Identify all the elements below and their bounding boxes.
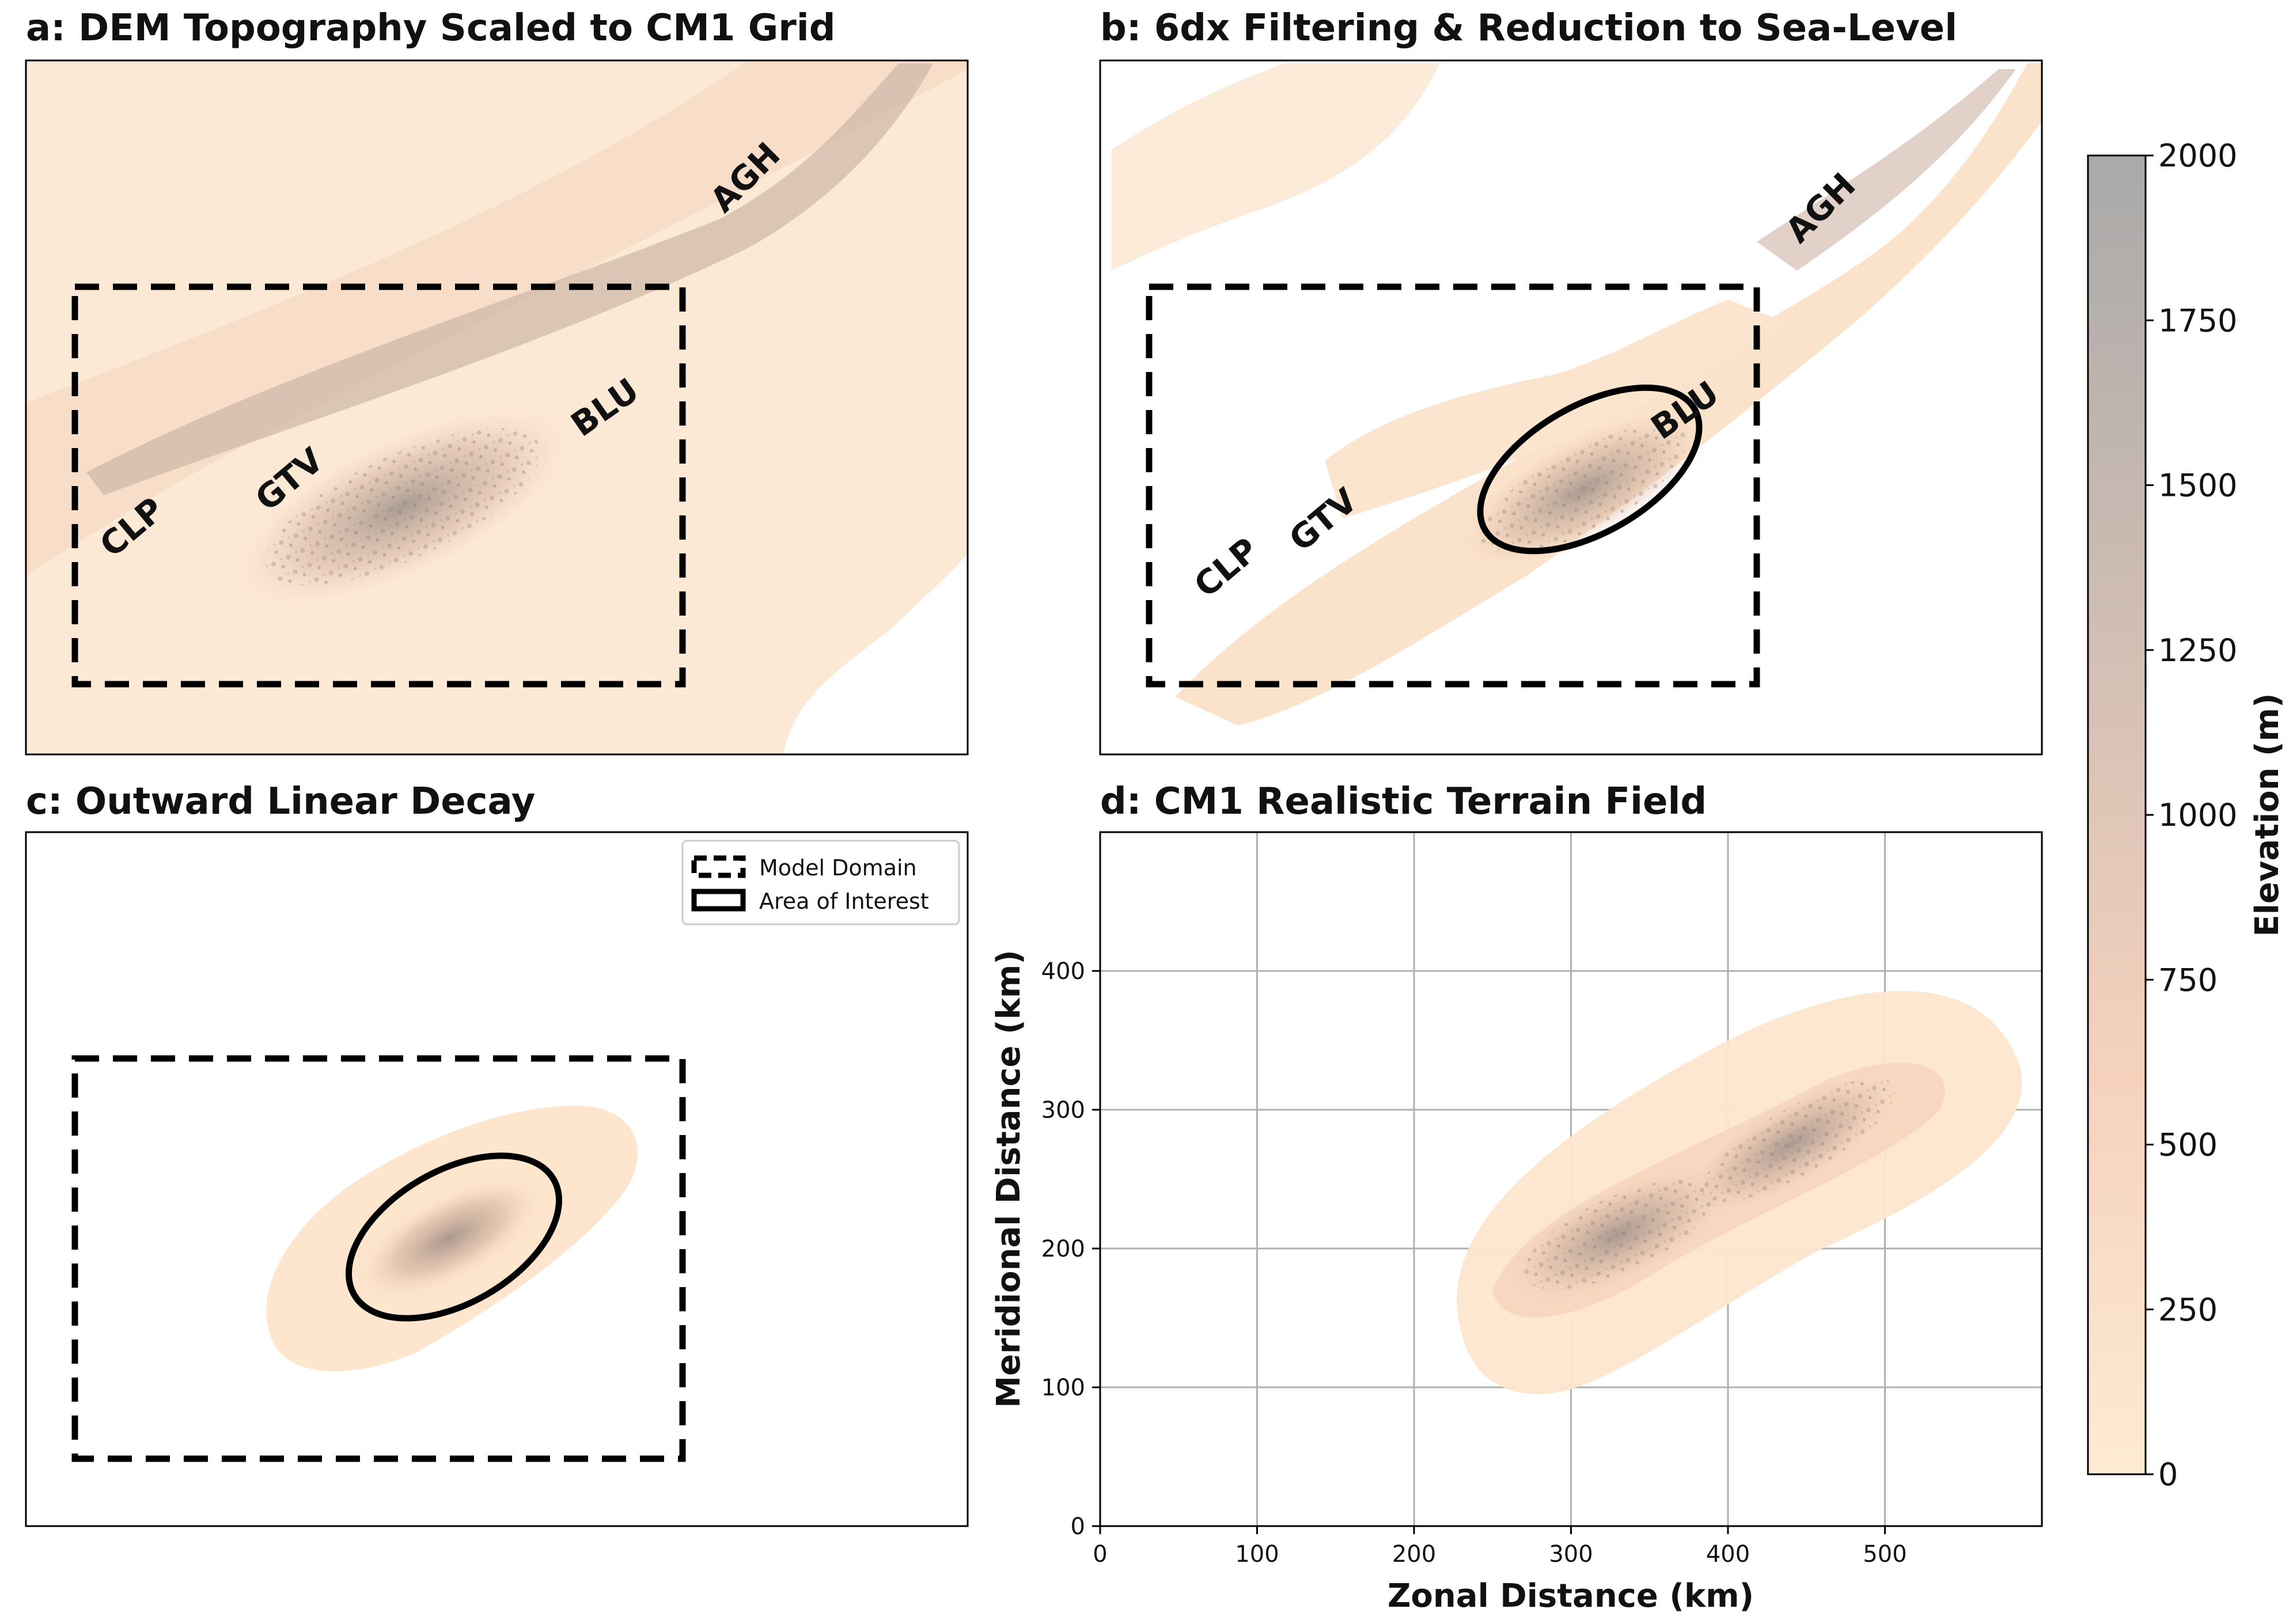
- panel-a-title: a: DEM Topography Scaled to CM1 Grid: [26, 7, 836, 50]
- panel-a-model-domain: [71, 283, 686, 688]
- colorbar-tick-label-750: 750: [2158, 962, 2218, 998]
- colorbar: 0 250 500 750 1000 1250 1500 1750 2000 Elevation…: [2087, 138, 2286, 1493]
- y-tick-label-0: 0: [1071, 1513, 1085, 1540]
- colorbar-tick-label-1000: 1000: [2158, 797, 2237, 833]
- panel-a: AGH BLU GTV CLP: [25, 59, 969, 756]
- colorbar-tick-label-2000: 2000: [2158, 138, 2237, 174]
- panel-b-terrain-mid: [1325, 299, 1786, 518]
- panel-d-ylabel: Meridional Distance (km): [990, 950, 1028, 1408]
- panel-c-area-of-interest: [346, 1152, 562, 1322]
- panel-d-title: d: CM1 Realistic Terrain Field: [1100, 780, 1707, 823]
- panel-d-y-ticks: 0 100 200 300 400: [1041, 958, 1100, 1540]
- y-tick-label-200: 200: [1041, 1236, 1085, 1262]
- y-tick-label-300: 300: [1041, 1097, 1085, 1124]
- panel-b-appalachian-ridge: [1757, 69, 2016, 271]
- colorbar-tick-label-500: 500: [2158, 1127, 2218, 1163]
- colorbar-ticks: 0 250 500 750 1000 1250 1500 1750 2000: [2146, 138, 2237, 1493]
- panel-b-filtered-terrain: [1175, 63, 2042, 726]
- colorbar-gradient: [2087, 154, 2147, 1475]
- panel-d: 0 100 200 300 400 500 0 100 200 300 400 Zonal Dis…: [990, 831, 2043, 1615]
- panel-b-frame: [1099, 59, 2043, 756]
- x-tick-label-300: 300: [1549, 1541, 1593, 1568]
- panel-b-terrain-west: [1112, 63, 1440, 271]
- colorbar-label: Elevation (m): [2249, 693, 2286, 936]
- x-tick-label-400: 400: [1706, 1541, 1750, 1568]
- x-tick-label-500: 500: [1863, 1541, 1907, 1568]
- terrain-rough-texture-east: [1701, 1078, 1896, 1202]
- panel-b-area-of-interest: [1477, 384, 1703, 555]
- panel-c-legend: Model Domain Area of Interest: [681, 840, 960, 925]
- panel-a-frame: [25, 59, 969, 756]
- colorbar-tick-label-0: 0: [2158, 1456, 2178, 1493]
- y-tick-label-400: 400: [1041, 958, 1085, 985]
- legend-model-domain-swatch: [691, 855, 746, 878]
- x-tick-label-0: 0: [1093, 1541, 1107, 1568]
- panel-a-ridge-belt: [86, 63, 933, 495]
- legend-model-domain-label: Model Domain: [759, 855, 917, 881]
- colorbar-tick-label-1250: 1250: [2158, 632, 2237, 669]
- terrain-rough-texture-west: [1524, 1179, 1712, 1290]
- panel-c-title: c: Outward Linear Decay: [26, 780, 536, 823]
- x-tick-label-200: 200: [1392, 1541, 1436, 1568]
- panel-a-terrain-band: [26, 60, 968, 576]
- panel-a-rough-texture: [266, 428, 541, 586]
- legend-area-of-interest-label: Area of Interest: [759, 889, 929, 914]
- panel-c: Model Domain Area of Interest: [25, 831, 969, 1527]
- colorbar-tick-label-250: 250: [2158, 1292, 2218, 1328]
- panel-c-blue-ridge-mass: [361, 1180, 538, 1296]
- panel-d-x-ticks: 0 100 200 300 400 500: [1093, 1526, 1907, 1568]
- panel-c-model-domain: [71, 1055, 686, 1462]
- legend-box: [681, 840, 960, 925]
- panel-d-xlabel: Zonal Distance (km): [1388, 1577, 1754, 1615]
- colorbar-tick-label-1500: 1500: [2158, 468, 2237, 504]
- panel-b-rough-texture: [1480, 424, 1688, 555]
- panel-b-model-domain: [1146, 283, 1760, 688]
- panel-a-ocean: [783, 553, 968, 754]
- legend-area-of-interest-swatch: [691, 889, 746, 912]
- x-tick-label-100: 100: [1235, 1541, 1279, 1568]
- colorbar-tick-label-1750: 1750: [2158, 302, 2237, 339]
- panel-b: AGH BLU GTV CLP: [1099, 59, 2043, 756]
- panel-b-title: b: 6dx Filtering & Reduction to Sea-Leve…: [1100, 7, 1958, 50]
- panel-d-terrain-field: [1457, 991, 2022, 1395]
- panel-c-frame: [25, 831, 969, 1527]
- y-tick-label-100: 100: [1041, 1375, 1085, 1401]
